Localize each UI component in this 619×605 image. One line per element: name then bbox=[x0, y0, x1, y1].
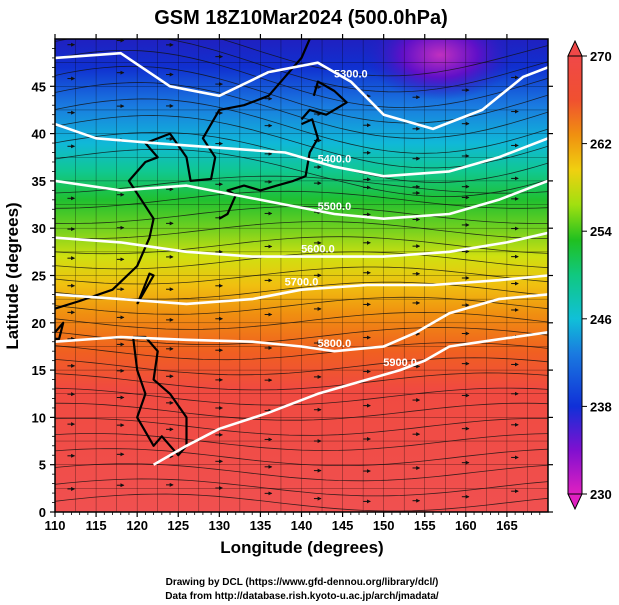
height-contours: 5300.0 5400.0 5500.0 5600.0 5700.0 5800.0 5900… bbox=[55, 51, 548, 466]
credit-data: Data from http://database.rish.kyoto-u.a… bbox=[165, 591, 439, 602]
x-tick-label: 160 bbox=[455, 518, 477, 533]
colorbar-bottom-arrow bbox=[567, 493, 583, 511]
contour-line bbox=[55, 274, 548, 306]
contour-line bbox=[152, 331, 548, 466]
streamline bbox=[55, 448, 548, 466]
colorbar: 230 238 246 254 262 270 bbox=[567, 39, 612, 511]
y-axis-label: Latitude (degrees) bbox=[3, 202, 22, 349]
y-tick-label: 35 bbox=[32, 174, 46, 189]
streamline bbox=[55, 205, 548, 224]
coastline bbox=[136, 272, 155, 305]
streamline bbox=[55, 266, 548, 285]
y-tick-label: 40 bbox=[32, 127, 46, 142]
colorbar-tick-label: 262 bbox=[590, 137, 612, 152]
y-tick-label: 0 bbox=[39, 505, 46, 520]
y-tick-label: 45 bbox=[32, 79, 46, 94]
chart-title: GSM 18Z10Mar2024 (500.0hPa) bbox=[154, 7, 448, 29]
colorbar-body bbox=[567, 55, 583, 495]
cold-core bbox=[365, 39, 515, 100]
contour-label: 5400.0 bbox=[318, 154, 352, 166]
contour-line bbox=[55, 179, 548, 220]
y-tick-label: 20 bbox=[32, 316, 46, 331]
streamline bbox=[55, 387, 548, 406]
y-tick-label: 25 bbox=[32, 269, 46, 284]
y-axis: 0 5 10 15 20 25 30 35 40 45 bbox=[32, 48, 553, 520]
contour-line bbox=[55, 51, 548, 131]
contour-line bbox=[55, 293, 548, 353]
streamline bbox=[55, 493, 548, 512]
x-tick-label: 120 bbox=[126, 518, 148, 533]
streamline bbox=[55, 39, 548, 93]
plot-area: 5300.0 5400.0 5500.0 5600.0 5700.0 5800.0 5900… bbox=[55, 39, 548, 512]
streamline bbox=[55, 296, 548, 315]
x-tick-label: 140 bbox=[291, 518, 313, 533]
y-tick-label: 15 bbox=[32, 363, 46, 378]
streamline bbox=[55, 327, 548, 345]
contour-label: 5500.0 bbox=[318, 201, 352, 213]
streamline bbox=[55, 49, 548, 109]
contour-label: 5800.0 bbox=[318, 338, 352, 350]
y-tick-label: 10 bbox=[32, 410, 46, 425]
streamline bbox=[55, 311, 548, 330]
streamline bbox=[55, 236, 548, 255]
streamline bbox=[55, 98, 548, 154]
x-tick-label: 125 bbox=[167, 518, 189, 533]
streamline bbox=[55, 281, 548, 300]
streamline bbox=[55, 251, 548, 270]
streamline bbox=[55, 402, 548, 421]
streamline bbox=[55, 433, 548, 451]
streamline bbox=[55, 478, 548, 497]
contour-label: 5300.0 bbox=[334, 69, 368, 81]
x-tick-label: 150 bbox=[373, 518, 395, 533]
colorbar-tick-label: 238 bbox=[590, 399, 612, 414]
grid-lines bbox=[55, 39, 548, 512]
contour-line bbox=[55, 231, 548, 258]
streamline bbox=[55, 190, 548, 209]
coastline bbox=[55, 321, 65, 340]
contour-label: 5600.0 bbox=[301, 244, 335, 256]
streamline bbox=[55, 82, 548, 139]
colorbar-ticks: 230 238 246 254 262 270 bbox=[582, 49, 612, 502]
x-tick-label: 130 bbox=[208, 518, 230, 533]
colorbar-tick-label: 254 bbox=[590, 224, 612, 239]
colorbar-tick-label: 270 bbox=[590, 49, 612, 64]
x-tick-label: 155 bbox=[414, 518, 436, 533]
y-tick-label: 5 bbox=[39, 458, 46, 473]
contour-label: 5700.0 bbox=[285, 277, 319, 289]
x-tick-label: 135 bbox=[250, 518, 272, 533]
colorbar-top-arrow bbox=[567, 39, 583, 57]
y-tick-label: 30 bbox=[32, 221, 46, 236]
streamline bbox=[55, 463, 548, 482]
x-axis: 110 115 120 125 130 135 140 145 150 155 160 165 bbox=[45, 34, 541, 533]
x-tick-label: 115 bbox=[86, 518, 107, 533]
colorbar-tick-label: 230 bbox=[590, 487, 612, 502]
x-tick-label: 110 bbox=[45, 518, 66, 533]
colorbar-tick-label: 246 bbox=[590, 312, 612, 327]
coastline bbox=[132, 335, 188, 457]
contour-label: 5900.0 bbox=[383, 357, 417, 369]
x-tick-label: 145 bbox=[332, 518, 354, 533]
streamline bbox=[55, 418, 548, 436]
streamline bbox=[55, 221, 548, 240]
credit-drawing: Drawing by DCL (https://www.gfd-dennou.o… bbox=[166, 577, 439, 588]
contour-line bbox=[55, 122, 548, 178]
streamline bbox=[219, 39, 548, 77]
x-tick-label: 165 bbox=[496, 518, 518, 533]
streamline bbox=[55, 342, 548, 361]
coastline bbox=[300, 80, 348, 121]
x-axis-label: Longitude (degrees) bbox=[220, 538, 383, 557]
streamline bbox=[55, 372, 548, 391]
